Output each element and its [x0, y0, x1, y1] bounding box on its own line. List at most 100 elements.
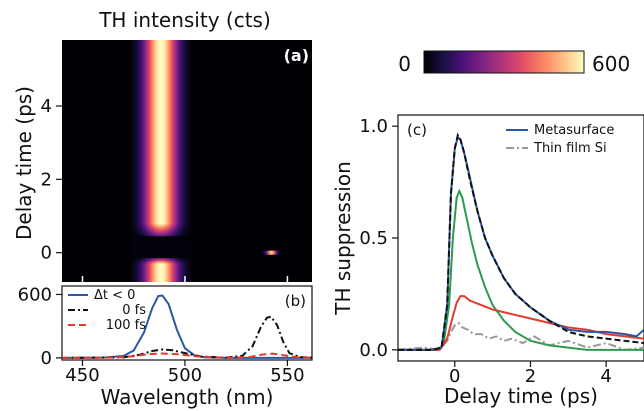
heatmap-fade [176, 226, 178, 228]
heatmap-fade [136, 235, 138, 237]
heatmap-column [164, 40, 167, 282]
heatmap-fade [130, 262, 133, 264]
heatmap-fade [178, 234, 180, 236]
heatmap-fade [181, 235, 183, 237]
heatmap-fade [185, 227, 187, 229]
heatmap-gap [144, 236, 146, 259]
heatmap-fade [162, 228, 165, 230]
heatmap-fade [143, 261, 145, 263]
heatmap-fade [175, 234, 177, 236]
heatmap-spot [272, 250, 274, 255]
heatmap-fade [160, 262, 163, 264]
heatmap-fade [150, 258, 152, 260]
heatmap-fade [156, 227, 158, 229]
heatmap-fade [176, 262, 178, 264]
heatmap-fade [170, 229, 173, 231]
heatmap-fade [164, 230, 167, 232]
heatmap-fade [141, 262, 143, 264]
heatmap-fade [167, 258, 170, 260]
heatmap-fade [139, 258, 141, 260]
heatmap-fade [166, 235, 169, 237]
heatmap-fade [164, 233, 167, 235]
heatmap-fade [171, 260, 174, 262]
panel-c-series-1 [398, 132, 644, 351]
heatmap-fade [181, 258, 183, 260]
heatmap-fade [152, 230, 154, 232]
heatmap-fade [136, 260, 138, 262]
heatmap-fade [158, 260, 161, 262]
panel-c-content: 0 2 4 0.0 0.5 1.0 Metasurface Thin film Si [359, 116, 644, 387]
heatmap-column [157, 40, 160, 282]
heatmap-fade [157, 235, 160, 237]
heatmap-fade [184, 227, 186, 229]
heatmap-fade [135, 258, 137, 260]
heatmap-fade [153, 233, 155, 235]
heatmap-fade [189, 231, 191, 233]
heatmap-fade [130, 258, 133, 260]
heatmap-fade [156, 258, 158, 260]
heatmap-fade [175, 226, 177, 228]
heatmap-fade [142, 224, 144, 226]
heatmap-fade [173, 225, 176, 227]
heatmap-fade [157, 231, 160, 233]
heatmap-fade [186, 262, 188, 264]
heatmap-fade [156, 232, 158, 234]
heatmap-fade [155, 228, 157, 230]
heatmap-fade [142, 234, 144, 236]
heatmap-fade [158, 229, 161, 231]
heatmap-fade [163, 235, 166, 237]
heatmap-fade [145, 262, 147, 264]
heatmap-fade [133, 259, 135, 261]
heatmap-column [134, 40, 136, 282]
heatmap-fade [153, 261, 155, 263]
heatmap-fade [172, 230, 175, 232]
heatmap-fade [164, 258, 167, 260]
heatmap-fade [152, 262, 154, 264]
panel-c-xtick-label: 4 [600, 366, 611, 387]
heatmap-fade [159, 230, 162, 232]
heatmap-fade [154, 231, 156, 233]
heatmap-fade [188, 231, 190, 233]
panel-c-ytick-label: 0.5 [359, 228, 388, 249]
heatmap-gap [177, 236, 179, 259]
heatmap-fade [167, 234, 170, 236]
heatmap-fade [176, 258, 178, 260]
heatmap-fade [142, 227, 144, 229]
heatmap-fade [146, 258, 148, 260]
heatmap-fade [177, 232, 179, 234]
heatmap-fade [140, 231, 142, 233]
heatmap-fade [150, 230, 152, 232]
heatmap-fade [139, 231, 141, 233]
heatmap-fade [169, 262, 172, 264]
heatmap-fade [186, 234, 188, 236]
heatmap-fade [148, 226, 150, 228]
heatmap-fade [144, 232, 146, 234]
heatmap-fade [167, 262, 170, 264]
heatmap-fade [186, 225, 188, 227]
heatmap-fade [187, 227, 189, 229]
heatmap-fade [168, 232, 171, 234]
heatmap-fade [180, 260, 182, 262]
heatmap-column [175, 40, 177, 282]
heatmap-fade [166, 225, 169, 227]
heatmap-gap [134, 236, 136, 259]
heatmap-spot [269, 250, 271, 255]
heatmap-fade [180, 225, 182, 227]
heatmap-fade [177, 226, 179, 228]
heatmap-fade [179, 235, 181, 237]
heatmap-fade [177, 261, 179, 263]
heatmap-fade [188, 232, 190, 234]
heatmap-fade [170, 225, 173, 227]
heatmap-fade [182, 225, 184, 227]
heatmap-fade [170, 235, 173, 237]
heatmap-fade [141, 224, 143, 226]
heatmap-fade [131, 229, 134, 231]
heatmap-fade [166, 234, 169, 236]
panel-b-xtick-label: 500 [168, 365, 202, 386]
heatmap-fade [169, 226, 172, 228]
heatmap-fade [156, 225, 158, 227]
heatmap-fade [144, 231, 146, 233]
heatmap-fade [172, 229, 175, 231]
heatmap-fade [172, 231, 175, 233]
heatmap-fade [160, 230, 163, 232]
